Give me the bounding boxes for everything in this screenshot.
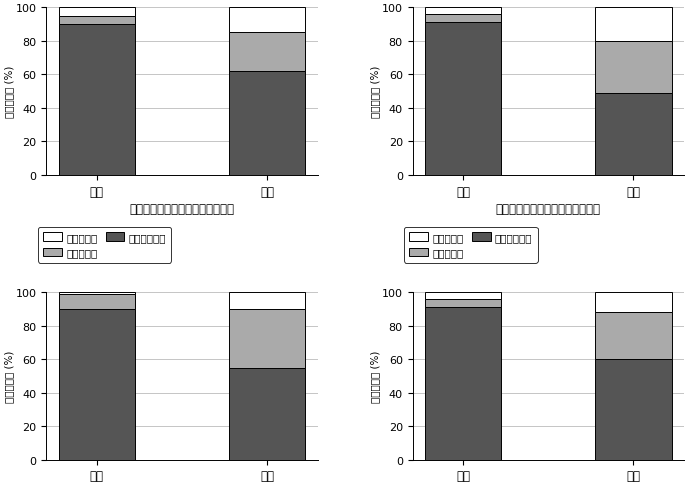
Bar	[228, 33, 305, 72]
Y-axis label: パーセント (%): パーセント (%)	[4, 66, 14, 118]
Bar	[425, 299, 502, 307]
Bar	[425, 15, 502, 23]
Bar	[425, 307, 502, 460]
Bar	[425, 23, 502, 175]
Bar	[58, 16, 135, 25]
Y-axis label: パーセント (%): パーセント (%)	[370, 350, 380, 402]
Bar	[58, 294, 135, 309]
Bar	[228, 309, 305, 368]
Bar	[595, 42, 671, 93]
Bar	[228, 368, 305, 460]
X-axis label: 事業のコアとなる技術の開発経験: 事業のコアとなる技術の開発経験	[129, 202, 235, 215]
Bar	[228, 72, 305, 175]
Bar	[595, 8, 671, 42]
Y-axis label: パーセント (%): パーセント (%)	[370, 66, 380, 118]
Legend: 起業準備者, 起業関心者, 起業無関心者: 起業準備者, 起業関心者, 起業無関心者	[38, 227, 171, 263]
Bar	[228, 292, 305, 309]
X-axis label: 事業のコアとなる製品の開発経験: 事業のコアとなる製品の開発経験	[495, 202, 601, 215]
Legend: 起業準備者, 起業関心者, 起業無関心者: 起業準備者, 起業関心者, 起業無関心者	[404, 227, 537, 263]
Bar	[595, 93, 671, 175]
Bar	[58, 25, 135, 175]
Bar	[425, 8, 502, 15]
Bar	[595, 360, 671, 460]
Bar	[58, 309, 135, 460]
Bar	[58, 8, 135, 16]
Bar	[58, 292, 135, 294]
Bar	[228, 8, 305, 33]
Bar	[425, 292, 502, 299]
Bar	[595, 313, 671, 360]
Y-axis label: パーセント (%): パーセント (%)	[4, 350, 14, 402]
Bar	[595, 292, 671, 313]
